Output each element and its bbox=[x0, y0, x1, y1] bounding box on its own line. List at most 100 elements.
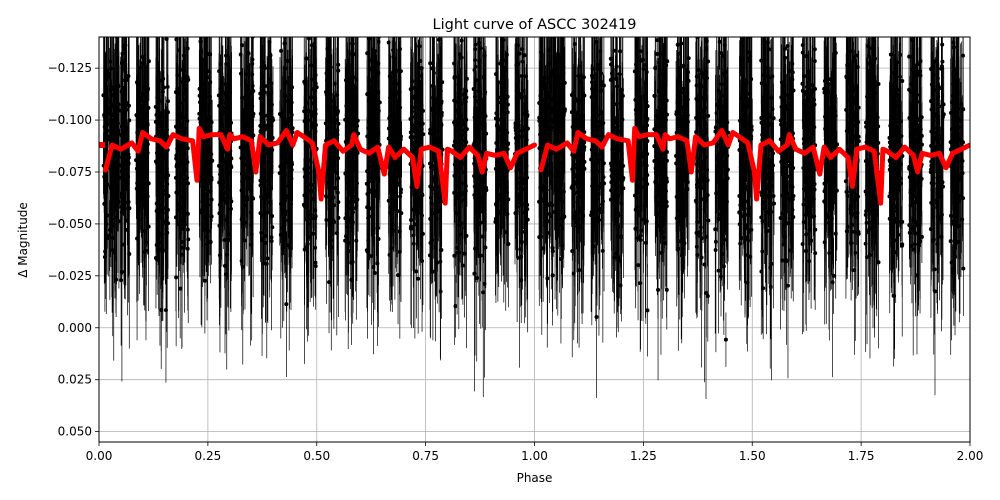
data-point bbox=[146, 59, 151, 64]
data-point bbox=[457, 87, 462, 92]
data-point bbox=[174, 190, 179, 195]
data-point bbox=[569, 110, 574, 115]
data-point bbox=[102, 113, 107, 118]
data-point bbox=[452, 98, 457, 103]
data-point bbox=[611, 201, 616, 206]
data-point bbox=[521, 88, 526, 93]
data-point bbox=[259, 65, 264, 70]
data-point bbox=[431, 177, 436, 182]
data-point bbox=[614, 178, 619, 183]
data-point bbox=[428, 131, 433, 136]
data-point bbox=[577, 189, 582, 194]
data-point bbox=[115, 121, 120, 126]
data-point bbox=[324, 217, 329, 222]
data-point bbox=[409, 185, 414, 190]
data-point bbox=[240, 264, 245, 269]
data-point bbox=[619, 147, 624, 152]
data-point bbox=[260, 88, 265, 93]
data-point bbox=[304, 245, 309, 250]
data-point bbox=[398, 105, 403, 110]
data-point bbox=[589, 73, 594, 78]
data-point bbox=[344, 234, 349, 239]
data-point bbox=[560, 89, 565, 94]
data-point bbox=[514, 168, 519, 173]
data-point bbox=[223, 82, 228, 87]
data-point bbox=[119, 278, 124, 283]
data-point bbox=[414, 269, 419, 274]
data-point bbox=[240, 179, 245, 184]
data-point bbox=[229, 120, 234, 125]
data-point bbox=[591, 184, 596, 189]
data-point bbox=[287, 233, 292, 238]
data-point bbox=[513, 211, 518, 216]
data-point bbox=[178, 286, 183, 291]
data-point bbox=[346, 240, 351, 245]
data-point bbox=[145, 87, 150, 92]
data-point bbox=[224, 198, 229, 203]
data-point bbox=[613, 48, 618, 53]
data-point bbox=[557, 197, 562, 202]
data-point bbox=[581, 213, 586, 218]
data-point bbox=[182, 218, 187, 223]
data-point bbox=[463, 99, 468, 104]
data-point bbox=[414, 152, 419, 157]
data-point bbox=[420, 258, 425, 263]
data-point bbox=[328, 170, 333, 175]
data-point bbox=[208, 239, 213, 244]
data-point bbox=[328, 104, 333, 109]
data-point bbox=[598, 89, 603, 94]
data-point bbox=[146, 224, 151, 229]
data-point bbox=[242, 238, 247, 243]
data-point bbox=[311, 231, 316, 236]
data-point bbox=[178, 173, 183, 178]
data-point bbox=[263, 83, 268, 88]
data-point bbox=[514, 96, 519, 101]
data-point bbox=[553, 103, 558, 108]
data-point bbox=[538, 138, 543, 143]
data-point bbox=[481, 141, 486, 146]
data-point bbox=[390, 133, 395, 138]
data-point bbox=[550, 203, 555, 208]
data-point bbox=[303, 81, 308, 86]
data-point bbox=[165, 99, 170, 104]
data-point bbox=[103, 132, 108, 137]
data-point bbox=[503, 230, 508, 235]
data-point bbox=[351, 210, 356, 215]
data-point bbox=[516, 79, 521, 84]
data-point bbox=[218, 173, 223, 178]
data-point bbox=[198, 115, 203, 120]
data-point bbox=[387, 171, 392, 176]
data-point bbox=[388, 76, 393, 81]
data-point bbox=[552, 140, 557, 145]
data-point bbox=[224, 62, 229, 67]
data-point bbox=[246, 153, 251, 158]
data-point bbox=[519, 254, 524, 259]
data-point bbox=[140, 195, 145, 200]
data-point bbox=[570, 249, 575, 254]
data-point bbox=[561, 111, 566, 116]
data-point bbox=[503, 67, 508, 72]
data-point bbox=[155, 257, 160, 262]
data-point bbox=[281, 158, 286, 163]
data-point bbox=[281, 223, 286, 228]
data-point bbox=[134, 158, 139, 163]
data-point bbox=[550, 273, 555, 278]
data-point bbox=[220, 180, 225, 185]
data-point bbox=[302, 204, 307, 209]
data-point bbox=[270, 135, 275, 140]
data-point bbox=[477, 41, 482, 46]
data-point bbox=[474, 276, 479, 281]
data-point bbox=[498, 126, 503, 131]
data-point bbox=[493, 219, 498, 224]
data-point bbox=[505, 142, 510, 147]
data-point bbox=[514, 191, 519, 196]
data-point bbox=[246, 51, 251, 56]
data-point bbox=[224, 252, 229, 257]
data-point bbox=[239, 171, 244, 176]
data-point bbox=[373, 194, 378, 199]
data-point bbox=[136, 106, 141, 111]
data-point bbox=[349, 260, 354, 265]
data-point bbox=[243, 175, 248, 180]
data-point bbox=[619, 157, 624, 162]
data-point bbox=[140, 173, 145, 178]
